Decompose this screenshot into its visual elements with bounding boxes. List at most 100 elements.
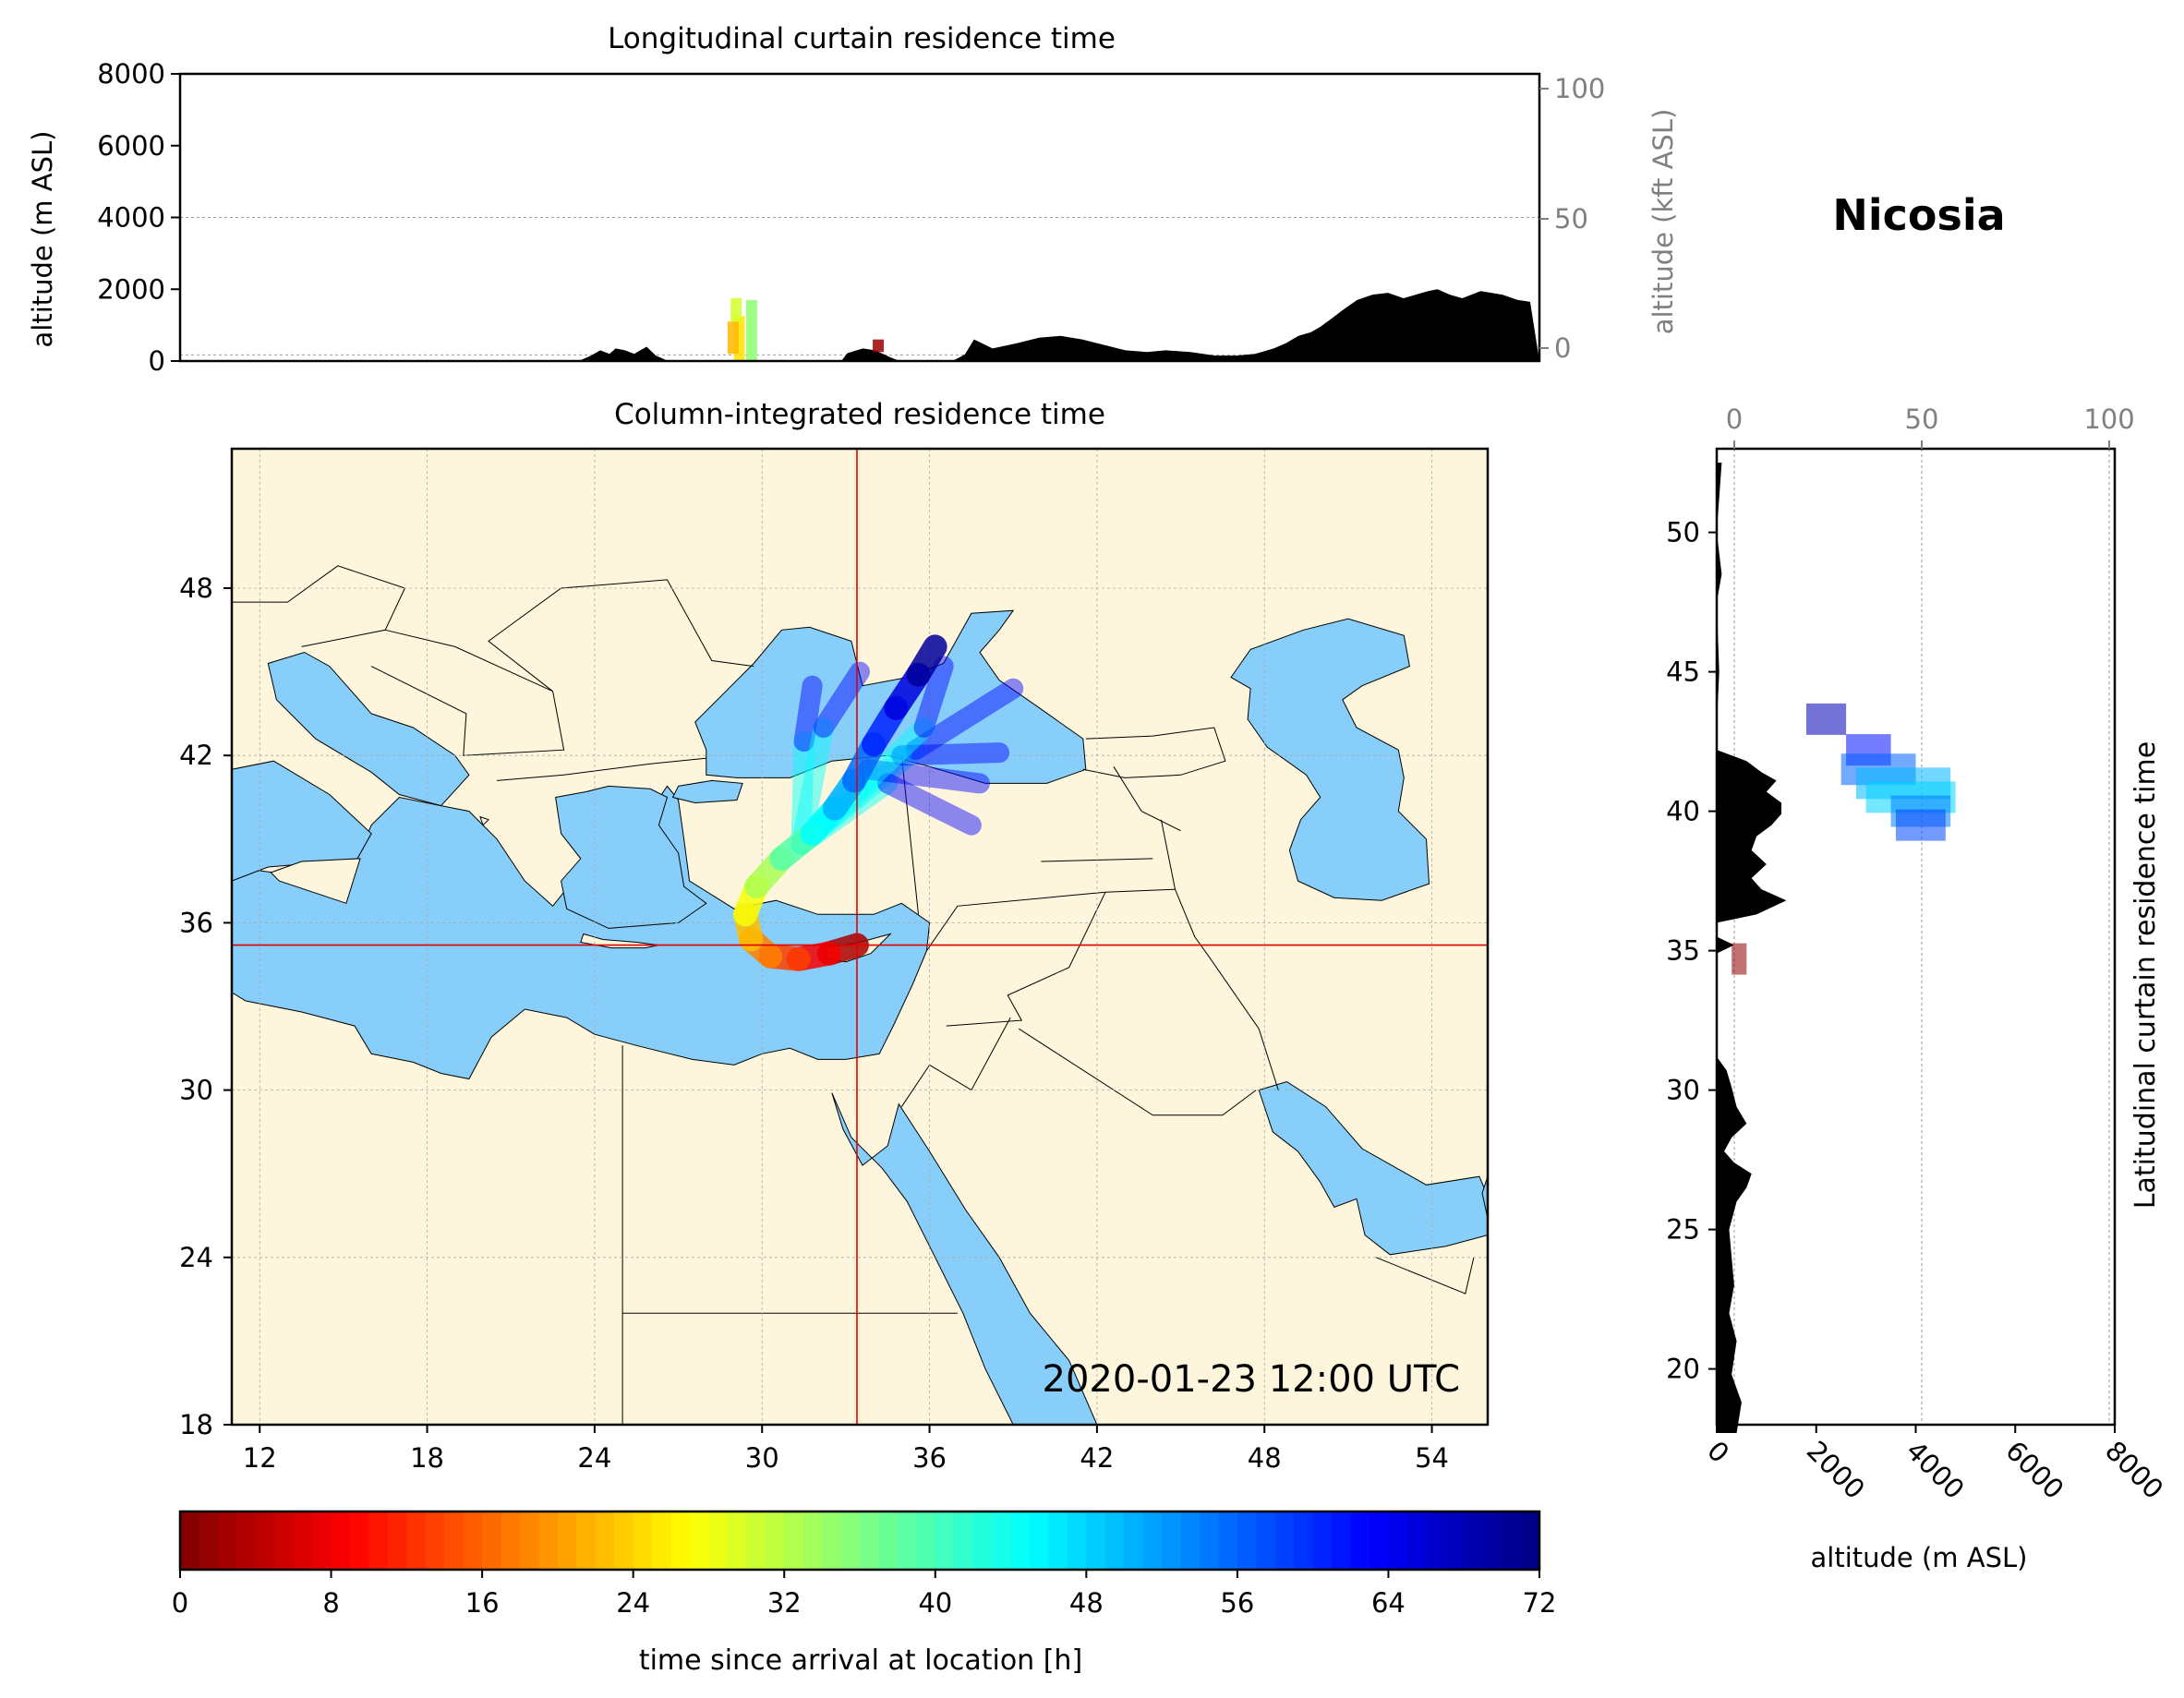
top-plume-cell — [730, 297, 742, 322]
map-panel-frame — [230, 447, 1490, 1427]
colorbar-swatch — [1030, 1511, 1050, 1570]
colorbar-swatch — [274, 1511, 295, 1570]
top-ytick-label: 6000 — [97, 130, 165, 162]
map-xtick-label: 36 — [912, 1442, 947, 1474]
border-syria-iraq — [946, 891, 1106, 1027]
top-plume-cell — [873, 339, 885, 353]
corfu-island — [479, 815, 489, 826]
top-panel-title: Longitudinal curtain residence time — [608, 22, 1116, 55]
top-ytick-label: 8000 — [97, 58, 165, 90]
colorbar-tick-label: 24 — [616, 1587, 650, 1619]
colorbar-swatch — [236, 1511, 257, 1570]
map-xtick-label: 24 — [577, 1442, 611, 1474]
map-xtick-label: 54 — [1415, 1442, 1449, 1474]
colorbar-tick-label: 16 — [465, 1587, 500, 1619]
colorbar-swatch — [199, 1511, 219, 1570]
top-panel-ylabel-right: altitude (kft ASL) — [1647, 109, 1679, 335]
right-ytick-label: 50 — [1666, 517, 1700, 548]
colorbar-swatch — [1332, 1511, 1352, 1570]
colorbar-tick-label: 48 — [1069, 1587, 1104, 1619]
top-panel-ylabel: altitude (m ASL) — [27, 131, 58, 348]
colorbar-swatch — [1294, 1511, 1314, 1570]
colorbar-swatch — [1370, 1511, 1390, 1570]
top-terrain-profile — [180, 289, 1539, 361]
right-ytick-label: 20 — [1666, 1354, 1700, 1385]
right-ytick-label: 25 — [1666, 1214, 1700, 1246]
colorbar-swatch — [406, 1511, 427, 1570]
plume-fan-branch — [891, 742, 1010, 766]
colorbar-tick-label: 32 — [767, 1587, 802, 1619]
colorbar-tick-label: 40 — [918, 1587, 952, 1619]
colorbar-swatch — [1388, 1511, 1408, 1570]
colorbar-swatch — [1218, 1511, 1238, 1570]
sicily-island — [270, 858, 361, 904]
colorbar-swatch — [897, 1511, 917, 1570]
colorbar-swatch — [1162, 1511, 1182, 1570]
colorbar-swatch — [1444, 1511, 1465, 1570]
caspian-sea — [1230, 618, 1430, 901]
map-ytick-label: 36 — [179, 907, 213, 938]
border-serbia — [370, 629, 565, 756]
border-romania — [488, 579, 754, 692]
colorbar-swatch — [482, 1511, 502, 1570]
colorbar-swatch — [690, 1511, 710, 1570]
right-panel-frame — [1715, 447, 2117, 1427]
plume-fan-branch — [858, 759, 990, 794]
map-xtick-label: 42 — [1080, 1442, 1114, 1474]
border-inner-turkey — [900, 755, 919, 915]
border-saudi-iraq — [1019, 1028, 1257, 1116]
top-plume-cell — [745, 299, 757, 361]
colorbar-swatch — [1180, 1511, 1201, 1570]
right-xtick-top-label: 0 — [1726, 403, 1743, 435]
top-ytick-label: 4000 — [97, 202, 165, 234]
right-plume-cell — [1895, 809, 1946, 841]
colorbar-swatch — [387, 1511, 407, 1570]
colorbar-swatch — [1312, 1511, 1333, 1570]
map-ytick-label: 18 — [179, 1409, 213, 1440]
colorbar-swatch — [822, 1511, 842, 1570]
colorbar-swatch — [614, 1511, 634, 1570]
colorbar-swatch — [293, 1511, 313, 1570]
colorbar-swatch — [992, 1511, 1012, 1570]
colorbar-swatch — [1520, 1511, 1540, 1570]
colorbar-swatch — [1124, 1511, 1144, 1570]
colorbar-swatch — [652, 1511, 672, 1570]
border-turkey-iran — [1160, 819, 1176, 890]
colorbar-tick-label: 64 — [1371, 1587, 1406, 1619]
colorbar-swatch — [935, 1511, 955, 1570]
top-ytick-right-label: 0 — [1554, 332, 1571, 364]
right-plume-cell — [1805, 703, 1847, 735]
colorbar-swatch — [425, 1511, 445, 1570]
colorbar-swatch — [1048, 1511, 1068, 1570]
colorbar-frame — [178, 1510, 1541, 1572]
colorbar-swatch — [1350, 1511, 1370, 1570]
colorbar-swatch — [878, 1511, 899, 1570]
colorbar-swatch — [1464, 1511, 1484, 1570]
right-plume-cell — [1732, 943, 1747, 975]
right-xtick-top-label: 50 — [1905, 403, 1939, 435]
colorbar-swatch — [1406, 1511, 1427, 1570]
border-iraq-iran — [1175, 889, 1279, 1090]
map-ytick-label: 30 — [179, 1075, 213, 1106]
map-ytick-label: 24 — [179, 1242, 213, 1273]
right-ytick-label: 35 — [1666, 935, 1700, 967]
colorbar-swatch — [463, 1511, 483, 1570]
colorbar-swatch — [784, 1511, 804, 1570]
right-xtick-label: 2000 — [1801, 1435, 1871, 1505]
plume-trajectory-segment — [906, 634, 947, 687]
border-uae — [1375, 1257, 1475, 1295]
colorbar-swatch — [1086, 1511, 1106, 1570]
colorbar-tick-label: 72 — [1523, 1587, 1557, 1619]
colorbar-swatch — [444, 1511, 465, 1570]
colorbar-swatch — [1274, 1511, 1295, 1570]
colorbar-swatch — [1502, 1511, 1522, 1570]
colorbar-swatch — [520, 1511, 540, 1570]
map-xtick-label: 48 — [1248, 1442, 1282, 1474]
colorbar-swatch — [331, 1511, 351, 1570]
right-ytick-label: 45 — [1666, 656, 1700, 688]
colorbar-label: time since arrival at location [h] — [639, 1644, 1082, 1677]
persian-gulf — [1258, 1080, 1488, 1256]
colorbar-swatch — [1142, 1511, 1163, 1570]
colorbar-tick-label: 8 — [322, 1587, 339, 1619]
plume-fan-branch — [813, 661, 870, 738]
